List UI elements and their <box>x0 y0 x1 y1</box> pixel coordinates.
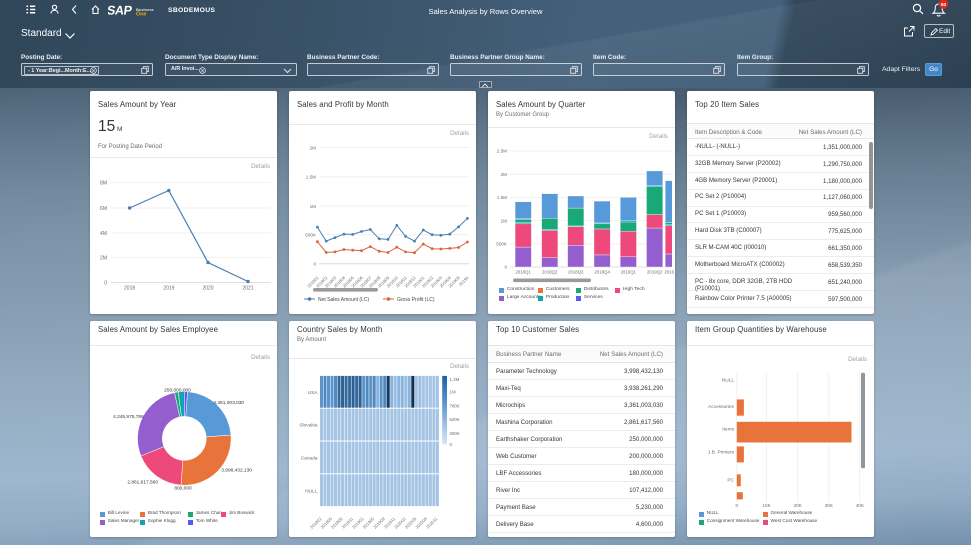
svg-text:1.3M: 1.3M <box>450 377 460 382</box>
svg-text:2M: 2M <box>310 145 317 150</box>
svg-text:Canada: Canada <box>301 455 318 461</box>
svg-text:8M: 8M <box>100 180 107 186</box>
svg-text:2M: 2M <box>501 172 508 177</box>
svg-text:2020: 2020 <box>202 286 213 292</box>
svg-text:NULL: NULL <box>305 488 318 494</box>
svg-text:2.5M: 2.5M <box>497 149 507 154</box>
svg-text:0: 0 <box>104 280 107 286</box>
svg-text:2021: 2021 <box>242 286 253 292</box>
svg-text:1M: 1M <box>310 204 317 209</box>
svg-text:0: 0 <box>736 503 739 508</box>
svg-text:2019Q2: 2019Q2 <box>647 270 663 275</box>
svg-text:20K: 20K <box>794 503 803 508</box>
svg-text:Accessories: Accessories <box>708 403 734 409</box>
svg-text:2018Q3: 2018Q3 <box>568 270 584 275</box>
svg-text:2018: 2018 <box>124 286 135 292</box>
svg-text:520K: 520K <box>450 417 460 422</box>
svg-text:0: 0 <box>450 441 453 446</box>
svg-text:6M: 6M <box>100 206 107 212</box>
svg-text:PC: PC <box>727 477 734 483</box>
svg-text:1.5M: 1.5M <box>497 195 507 200</box>
svg-text:SAP: SAP <box>108 4 133 16</box>
svg-text:2,861,617,560: 2,861,617,560 <box>127 479 158 485</box>
svg-text:1M: 1M <box>450 389 456 394</box>
svg-text:4M: 4M <box>100 231 107 237</box>
svg-text:500K: 500K <box>305 233 317 238</box>
svg-text:500K: 500K <box>496 242 508 247</box>
svg-text:One: One <box>136 12 146 17</box>
svg-text:Gross Profit (LC): Gross Profit (LC) <box>397 297 435 303</box>
svg-text:30K: 30K <box>825 503 834 508</box>
svg-text:Items: Items <box>722 426 734 432</box>
svg-text:0: 0 <box>504 265 507 270</box>
svg-text:2019Q1: 2019Q1 <box>621 270 637 275</box>
svg-text:J.B. Printers: J.B. Printers <box>708 449 735 455</box>
svg-text:780K: 780K <box>450 403 460 408</box>
svg-text:4,245,975,786: 4,245,975,786 <box>113 414 144 420</box>
svg-text:800,000: 800,000 <box>174 485 192 491</box>
svg-text:60: 60 <box>941 2 947 8</box>
svg-text:2019: 2019 <box>163 286 174 292</box>
svg-text:2M: 2M <box>100 255 107 261</box>
svg-text:250,000,000: 250,000,000 <box>164 387 191 393</box>
svg-text:202011: 202011 <box>425 515 439 529</box>
svg-text:40K: 40K <box>856 503 865 508</box>
svg-text:3,361,003,030: 3,361,003,030 <box>213 400 244 406</box>
svg-text:USA: USA <box>308 389 319 395</box>
svg-text:Slovakia: Slovakia <box>299 422 317 428</box>
svg-text:1M: 1M <box>501 218 508 223</box>
svg-text:NULL: NULL <box>722 377 735 383</box>
svg-text:260K: 260K <box>450 431 460 436</box>
svg-text:0: 0 <box>313 262 316 267</box>
svg-text:1.5M: 1.5M <box>306 175 316 180</box>
svg-text:2018Q2: 2018Q2 <box>542 270 558 275</box>
svg-text:Business: Business <box>136 7 154 12</box>
svg-text:2016: 2016 <box>664 270 674 275</box>
svg-text:20190: 20190 <box>458 275 470 287</box>
svg-text:2018Q1: 2018Q1 <box>516 270 532 275</box>
svg-text:2018Q4: 2018Q4 <box>595 270 611 275</box>
svg-text:10K: 10K <box>763 503 772 508</box>
svg-text:Net Sales Amount (LC): Net Sales Amount (LC) <box>318 297 369 303</box>
svg-text:3,998,432,130: 3,998,432,130 <box>221 467 252 473</box>
